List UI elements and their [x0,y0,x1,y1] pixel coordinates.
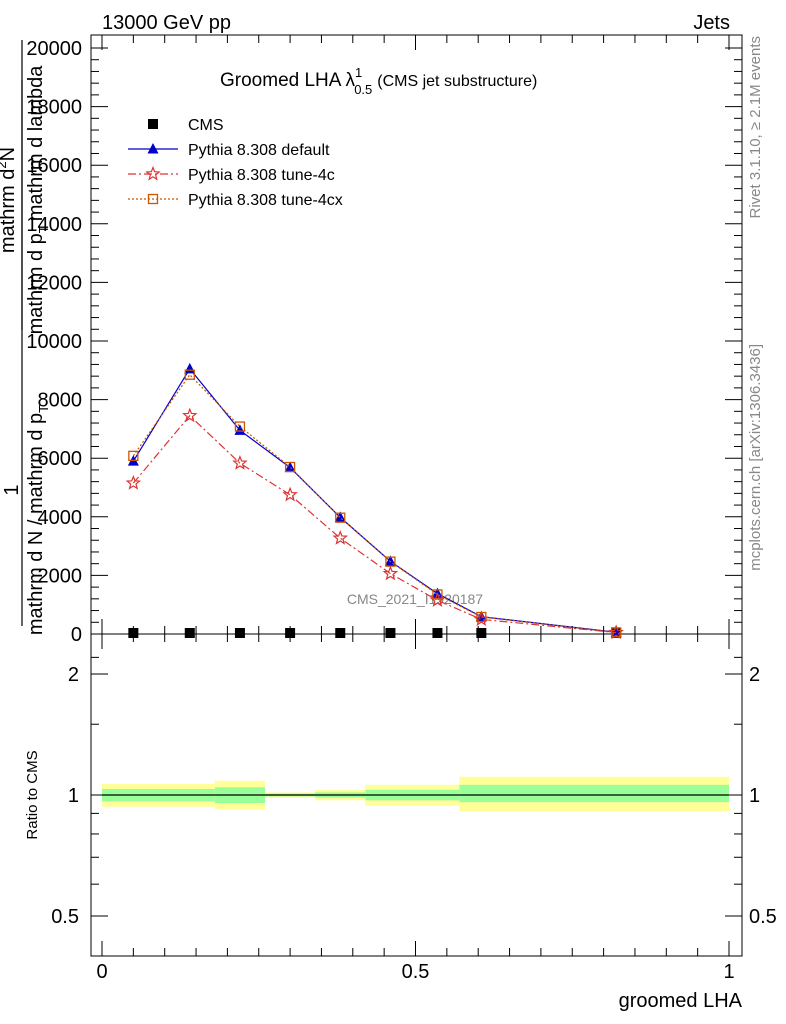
marker-open-square [476,611,487,623]
y-tick-label: 12000 [26,272,82,294]
marker-square [385,628,396,638]
marker-square [432,628,443,638]
header-right-label: Jets [693,12,730,34]
ratio-tick-label-left: 0.5 [51,906,79,928]
marker-star [332,530,349,545]
y-tick-label: 6000 [38,448,83,470]
marker-triangle [284,461,296,473]
ratio-bands [102,776,729,812]
marker-square [148,119,158,129]
marker-square [476,628,487,638]
marker-square [234,628,245,638]
chart-title-lambda: λ [345,70,355,91]
x-tick-label: 1 [723,961,734,983]
x-axis-label: groomed LHA [619,990,743,1012]
y-tick-label: 14000 [26,214,82,236]
marker-star [382,565,399,581]
main-y-axis-label: 1 mathrm d N / mathrm d pT mathrm d2N ma… [0,40,51,635]
marker-square [335,628,346,638]
marker-open-square [610,627,622,638]
y-tick-label: 20000 [26,38,82,60]
ratio-tick-label-left: 1 [68,785,79,807]
y-tick-label: 10000 [26,331,82,353]
marker-star [182,407,198,423]
series-layer [125,362,624,640]
marker-triangle [234,424,246,435]
ratio-y-axis-label: Ratio to CMS [24,750,41,839]
legend-item: Pythia 8.308 default [128,142,330,159]
main-x-ticks [101,35,730,956]
series-0 [128,628,622,638]
marker-open-square [184,369,195,380]
marker-star [145,165,161,181]
ratio-tick-labels: 0.5 0.5 1 1 2 2 0 0.5 1 [51,664,777,983]
y-tick-label: 18000 [26,97,82,119]
marker-square [128,628,139,638]
ylabel-numerator: 1 [1,484,23,495]
legend-label: CMS [188,117,224,134]
chart-title-note: (CMS jet substructure) [377,73,537,90]
ratio-tick-label-right: 2 [749,664,760,686]
ratio-tick-label-right: 0.5 [749,906,777,928]
legend-item: Pythia 8.308 tune-4c [128,165,335,184]
marker-open-square [128,450,139,462]
y-tick-label: 2000 [38,565,83,587]
chart-title-main: Groomed LHA [220,70,342,91]
y-tick-label: 4000 [38,507,83,529]
chart-title-sup: 1 [355,65,362,80]
marker-square [285,628,296,638]
marker-triangle [147,143,159,154]
marker-star [232,455,248,470]
legend-label: Pythia 8.308 tune-4cx [188,192,343,209]
marker-open-square [284,461,296,473]
y-tick-label: 8000 [38,390,83,412]
x-tick-label: 0.5 [402,961,430,983]
chart-title: Groomed LHA λ1 0.5 (CMS jet substructure) [220,65,537,97]
mcplots-label: mcplots.cern.ch [arXiv:1306.3436] [747,344,764,571]
main-y-tick-labels: 0 2000 4000 6000 8000 10000 12000 14000 16000 180… [26,38,82,646]
series-3 [128,369,622,638]
marker-open-square [432,589,443,600]
ylabel-inner-denominator: mathrm d pTmathrm d lambda [25,65,51,335]
header-left-label: 13000 GeV pp [102,12,231,34]
x-tick-label: 0 [96,961,107,983]
ratio-band-inner [459,784,729,803]
rivet-version-label: Rivet 3.1.10, ≥ 2.1M events [747,36,764,219]
main-y-ticks [91,47,742,635]
legend: CMS Pythia 8.308 default Pythia 8.308 tune… [128,117,343,209]
marker-open-square [147,193,159,205]
marker-open-square [385,556,396,567]
y-tick-label: 0 [71,624,82,646]
ratio-tick-label-right: 1 [749,785,760,807]
legend-label: Pythia 8.308 default [188,142,330,159]
ratio-tick-label-left: 2 [68,664,79,686]
legend-label: Pythia 8.308 tune-4c [188,167,335,184]
marker-star [282,486,298,502]
marker-open-square [335,512,346,523]
marker-star [125,474,142,490]
legend-item: Pythia 8.308 tune-4cx [128,192,343,209]
ylabel-denominator: mathrm d N / mathrm d pT [25,405,51,635]
ylabel-inner-numerator: mathrm d2N [0,147,19,253]
legend-item: CMS [148,117,224,134]
marker-open-square [234,421,246,432]
chart-title-sub: 0.5 [354,82,372,97]
marker-square [184,628,195,638]
ratio-ticks [91,656,742,917]
marker-triangle [334,511,346,522]
analysis-watermark: CMS_2021_I1920187 [347,591,483,607]
y-tick-label: 16000 [26,155,82,177]
